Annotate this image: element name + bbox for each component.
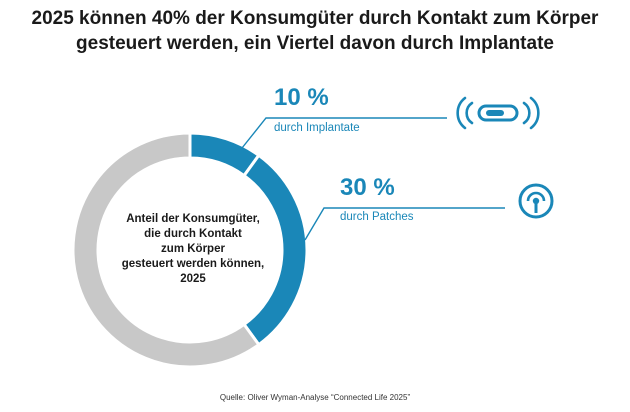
patch-signal-icon: [518, 183, 554, 219]
leader-line-implantate: [241, 117, 447, 149]
center-label-line: zum Körper: [161, 243, 225, 255]
implantate-percent-label: 10 %: [274, 84, 329, 111]
source-note: Quelle: Oliver Wyman-Analyse “Connected …: [219, 393, 411, 402]
donut-slices: [71, 131, 309, 369]
donut-center-label: Anteil der Konsumgüter, die durch Kontak…: [118, 212, 268, 287]
patches-category-label: durch Patches: [340, 211, 414, 223]
title-line-2: gesteuert werden, ein Viertel davon durc…: [76, 33, 554, 54]
center-label-line: Anteil der Konsumgüter,: [126, 213, 260, 225]
chart-title: 2025 können 40% der Konsumgüter durch Ko…: [0, 6, 630, 56]
center-label-line: 2025: [180, 273, 206, 285]
patches-percent-label: 30 %: [340, 174, 395, 201]
donut-slice-rest: [71, 131, 261, 369]
center-label-line: die durch Kontakt: [144, 228, 242, 240]
leader-lines: [241, 117, 505, 241]
leader-line-patches: [304, 207, 505, 241]
center-label-line: gesteuert werden können,: [121, 258, 265, 270]
implantate-category-label: durch Implantate: [274, 122, 360, 134]
title-line-1: 2025 können 40% der Konsumgüter durch Ko…: [31, 8, 599, 29]
implant-capsule-icon: [456, 96, 540, 130]
